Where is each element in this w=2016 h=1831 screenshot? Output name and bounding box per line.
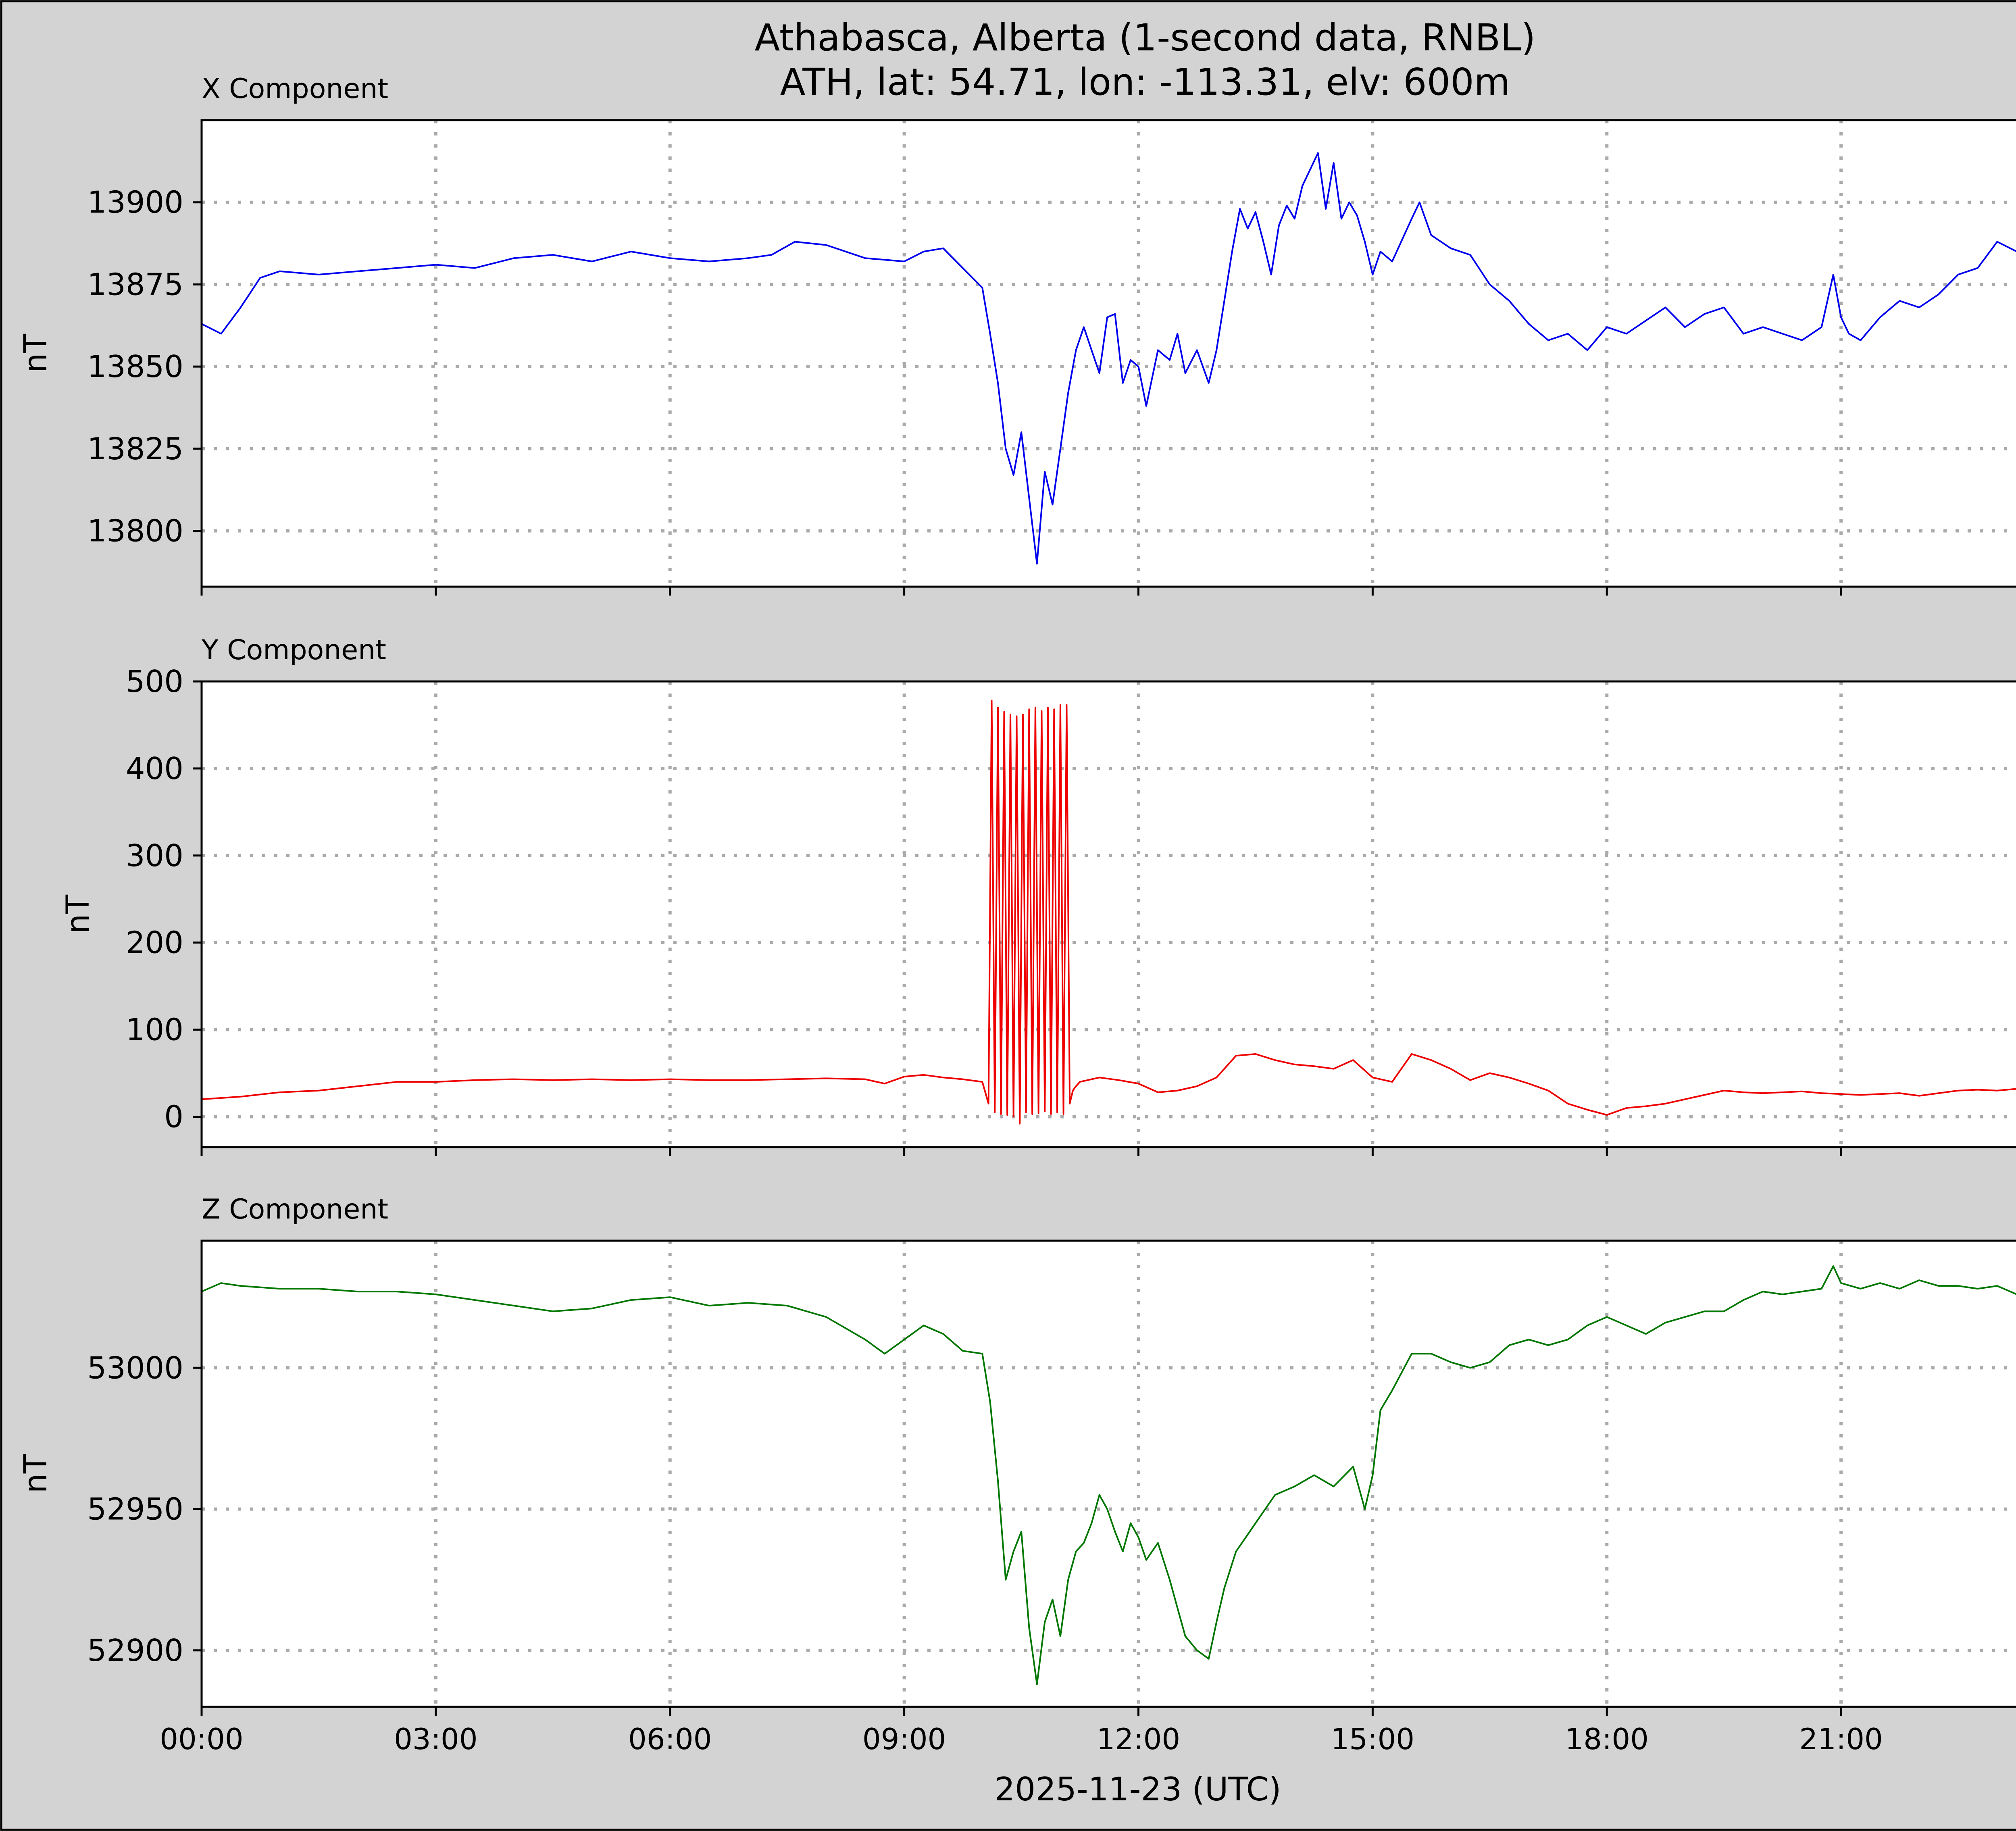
y-y-tick-label: 200 — [126, 925, 183, 960]
panel-z-component: 00:00 03:00 06:00 09:00 12:00 15:00 18:00 21:00… — [18, 1194, 2016, 1756]
x-y-tick-label: 13825 — [87, 431, 183, 467]
panel-x-component: 13800 13825 13850 13875 13900 X Component nT — [18, 73, 2016, 596]
x-y-tick-label: 13900 — [87, 185, 183, 220]
y-y-tick-label: 300 — [126, 838, 183, 873]
z-plot-area — [202, 1241, 2016, 1707]
x-y-axis-label: nT — [18, 334, 54, 373]
y-y-tick-label: 400 — [126, 751, 183, 786]
x-tick-label: 09:00 — [862, 1722, 946, 1756]
z-component-series-line — [201, 1265, 2016, 1685]
panel-y-component: 0 100 200 300 400 500 Y Component nT — [60, 634, 2016, 1156]
figure-title-line2: ATH, lat: 54.71, lon: -113.31, elv: 600m — [780, 60, 1510, 104]
x-axis-label: 2025-11-23 (UTC) — [994, 1771, 1281, 1808]
y-plot-area — [202, 681, 2016, 1147]
z-axes-frame — [200, 1239, 2016, 1708]
x-tick-label: 03:00 — [394, 1722, 478, 1756]
y-y-tick-label: 500 — [126, 664, 183, 699]
z-y-tick-label: 52900 — [87, 1633, 183, 1668]
figure-title-line1: Athabasca, Alberta (1-second data, RNBL) — [755, 16, 1536, 59]
x-tick-label: 21:00 — [1799, 1722, 1883, 1756]
x-y-tick-label: 13875 — [87, 267, 183, 302]
x-tick-label: 06:00 — [628, 1722, 712, 1756]
x-plot-area — [202, 120, 2016, 587]
z-y-tick-label: 53000 — [87, 1350, 183, 1385]
y-component-series-line — [201, 700, 2016, 1125]
y-y-tick-label: 100 — [126, 1012, 183, 1048]
x-component-series-line — [201, 152, 2016, 565]
y-y-tick-label: 0 — [164, 1099, 183, 1134]
x-tick-label: 00:00 — [160, 1722, 244, 1756]
z-y-axis-label: nT — [18, 1454, 54, 1493]
x-y-tick-label: 13800 — [87, 513, 183, 548]
x-axes-frame — [200, 119, 2016, 588]
y-y-axis-label: nT — [60, 895, 96, 934]
x-panel-title: X Component — [202, 73, 388, 105]
x-tick-label: 15:00 — [1331, 1722, 1415, 1756]
x-tick-label: 12:00 — [1097, 1722, 1181, 1756]
z-y-tick-label: 52950 — [87, 1491, 183, 1527]
z-panel-title: Z Component — [202, 1194, 388, 1225]
x-tick-label: 18:00 — [1565, 1722, 1649, 1756]
y-panel-title: Y Component — [201, 634, 386, 666]
x-y-tick-label: 13850 — [87, 349, 183, 384]
y-axes-frame — [200, 680, 2016, 1148]
